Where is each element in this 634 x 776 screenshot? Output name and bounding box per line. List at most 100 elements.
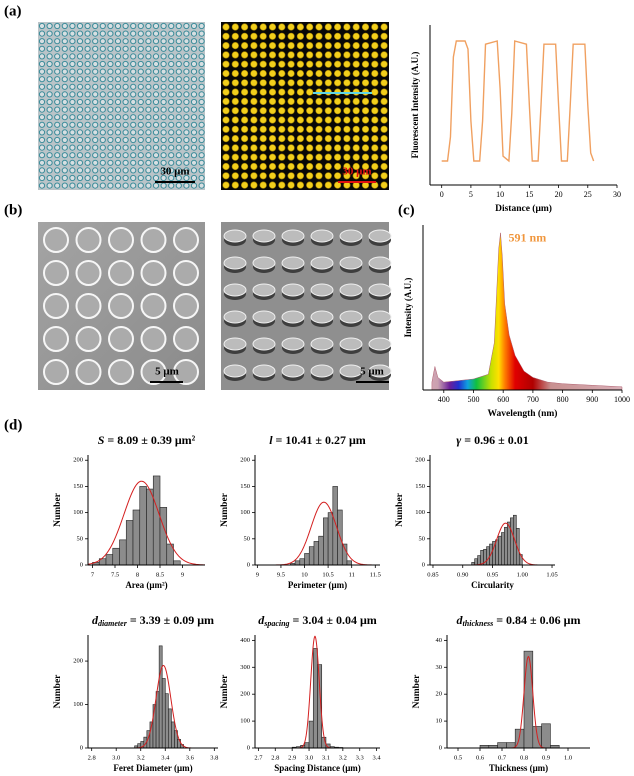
fluorescent-dot <box>315 144 323 152</box>
y-tick-label: 100 <box>73 509 83 516</box>
micro-dot <box>190 38 198 45</box>
fluorescent-dot <box>306 172 314 180</box>
micro-dot <box>190 68 198 75</box>
micro-dot <box>46 136 53 144</box>
fluorescent-dot <box>380 51 388 59</box>
micro-dot <box>114 159 122 166</box>
micro-dot <box>69 182 76 189</box>
micro-dot <box>61 174 68 182</box>
fluorescent-dot <box>231 88 239 96</box>
micro-dot <box>92 174 99 182</box>
fluorescent-dot <box>315 153 323 161</box>
micro-dot <box>130 114 137 121</box>
micro-dot <box>61 45 68 52</box>
fluorescent-dot <box>380 172 388 180</box>
sem-disk <box>310 364 334 378</box>
fluorescent-dot <box>250 125 258 133</box>
sem-disk <box>75 359 102 385</box>
micro-dot <box>38 45 46 52</box>
micro-dot <box>46 129 53 136</box>
fluorescent-dot <box>334 144 342 152</box>
y-tick-label: 100 <box>73 701 83 708</box>
micro-dot <box>92 106 99 113</box>
micro-dot <box>84 144 91 151</box>
fluorescent-dot <box>380 135 388 143</box>
micro-dot <box>69 136 76 144</box>
micro-dot <box>76 144 84 151</box>
fluorescent-dot <box>334 181 342 189</box>
fluorescent-dot <box>343 135 351 143</box>
sem-disk <box>339 337 363 351</box>
micro-dot <box>145 38 152 45</box>
y-axis-label: Number <box>412 674 422 709</box>
sem-disk <box>108 359 134 385</box>
sem-disk <box>310 310 334 324</box>
micro-dot <box>76 114 84 121</box>
fluorescent-dot <box>250 107 258 115</box>
x-tick-label: 3.0 <box>305 754 313 761</box>
micro-dot <box>168 38 175 45</box>
chart-title: S = 8.09 ± 0.39 μm² <box>98 433 196 447</box>
fluorescent-dot <box>268 162 277 171</box>
x-tick-label: 25 <box>584 190 592 199</box>
y-tick-label: 50 <box>419 535 426 542</box>
sem-disk <box>108 326 134 352</box>
micro-dot <box>183 45 190 52</box>
micro-dot <box>46 174 53 182</box>
micro-dot <box>183 159 190 166</box>
fluorescent-dot <box>231 125 239 133</box>
fluorescent-dot <box>343 60 351 68</box>
y-tick-label: 150 <box>73 483 83 490</box>
micro-dot <box>76 152 84 159</box>
micro-dot <box>61 30 68 37</box>
micro-dot <box>54 53 61 60</box>
fluorescent-dot <box>315 107 323 115</box>
y-tick-label: 0 <box>247 744 250 751</box>
micro-dot <box>175 159 182 166</box>
histogram-bar <box>308 546 315 566</box>
micro-dot <box>99 167 106 174</box>
micro-dot <box>152 167 160 174</box>
micro-dot <box>198 114 205 121</box>
fluorescent-dot <box>231 60 239 68</box>
fluorescent-dot <box>222 60 230 68</box>
fluorescent-dot <box>296 97 305 105</box>
sem-disk <box>43 293 69 319</box>
micro-dot <box>183 83 190 90</box>
micro-dot <box>175 98 182 106</box>
micro-dot <box>183 38 190 45</box>
fluorescent-dot <box>250 116 258 124</box>
sem-disk <box>339 283 363 297</box>
micro-dot <box>152 159 160 166</box>
title-text: = 3.04 ± 0.04 μm <box>290 613 377 627</box>
micro-dot <box>198 129 205 136</box>
fluorescent-dot <box>241 107 249 115</box>
micro-dot <box>152 53 160 60</box>
micro-dot <box>61 144 68 151</box>
histogram-bar <box>299 558 305 566</box>
fluorescent-dot <box>352 172 360 180</box>
x-axis-label: Feret Diameter (μm) <box>113 763 192 773</box>
fluorescent-dot <box>287 23 295 31</box>
micro-dot <box>99 68 106 75</box>
histogram-bar <box>119 539 127 566</box>
fluorescent-dot <box>380 125 388 133</box>
fluorescent-dot <box>352 97 360 105</box>
scale-bar-label: 5 μm <box>155 366 179 378</box>
micro-dot <box>145 45 152 52</box>
micro-dot <box>99 30 106 37</box>
micro-dot <box>168 60 175 68</box>
scale-bar-label: 30 μm <box>160 166 189 178</box>
fluorescent-dot <box>306 69 314 78</box>
micro-dot <box>99 45 106 52</box>
micro-dot <box>175 83 182 90</box>
sem-disk <box>310 256 334 270</box>
micro-dot <box>107 60 114 68</box>
fluorescent-dot <box>231 41 239 50</box>
micro-dot <box>54 98 61 106</box>
histogram-bar <box>171 721 175 749</box>
micro-dot <box>76 30 84 37</box>
fluorescent-dot <box>287 125 295 133</box>
micro-dot <box>152 114 160 121</box>
fluorescent-dot <box>222 153 230 161</box>
